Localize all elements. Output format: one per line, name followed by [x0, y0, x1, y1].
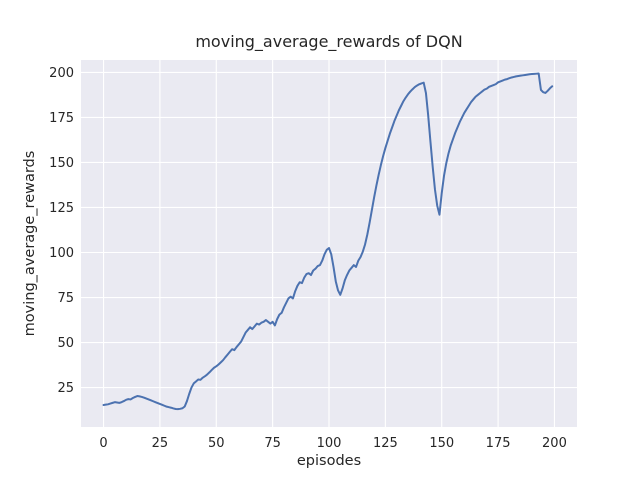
x-tick-label: 150 — [429, 436, 454, 451]
x-tick-label: 25 — [152, 436, 169, 451]
x-axis-label: episodes — [297, 453, 361, 469]
x-tick-label: 175 — [486, 436, 511, 451]
y-tick-label: 175 — [49, 111, 74, 126]
y-tick-label: 125 — [49, 201, 74, 216]
x-tick-label: 100 — [317, 436, 342, 451]
x-tick-label: 200 — [542, 436, 567, 451]
y-tick-label: 25 — [57, 381, 74, 396]
y-tick-label: 100 — [49, 246, 74, 261]
x-tick-label: 75 — [264, 436, 281, 451]
chart-title: moving_average_rewards of DQN — [195, 32, 462, 52]
line-series-dqn-rewards — [102, 72, 554, 411]
y-axis-label: moving_average_rewards — [22, 151, 38, 337]
y-tick-label: 75 — [57, 291, 74, 306]
x-tick-label: 0 — [99, 436, 107, 451]
gridlines — [81, 60, 577, 427]
y-axis-tick-labels: 25 50 75 100 125 150 175 200 — [49, 66, 74, 396]
y-tick-label: 50 — [57, 336, 74, 351]
y-tick-label: 200 — [49, 66, 74, 81]
x-axis-tick-labels: 0 25 50 75 100 125 150 175 200 — [99, 436, 566, 451]
x-tick-label: 50 — [208, 436, 225, 451]
y-tick-label: 150 — [49, 156, 74, 171]
x-tick-label: 125 — [373, 436, 398, 451]
